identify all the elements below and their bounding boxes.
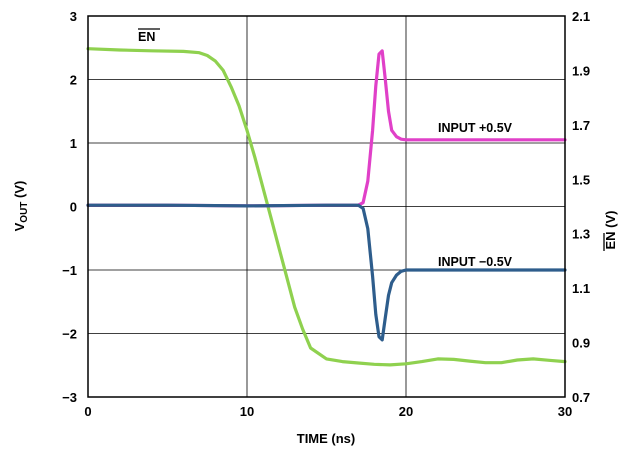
y-right-tick-label-2: 1.7 — [572, 118, 590, 133]
x-axis-title: TIME (ns) — [297, 431, 356, 446]
x-tick-label-2: 20 — [399, 404, 413, 419]
y-left-tick-label-0: 3 — [70, 9, 77, 24]
x-tick-label-1: 10 — [240, 404, 254, 419]
series-line-0 — [86, 47, 567, 367]
y-axis-left-title-unit: (V) — [12, 181, 27, 202]
plot-frame — [87, 15, 566, 398]
y-left-tick-label-3: 0 — [70, 200, 77, 215]
y-right-tick-label-6: 0.9 — [572, 336, 590, 351]
tick-labels: 0 10 20 303210−1−2−32.11.91.71.51.31.10.90.… — [62, 9, 590, 419]
series-lines — [86, 47, 567, 367]
y-axis-left-title: VOUT (V) — [12, 181, 30, 232]
y-right-tick-label-7: 0.7 — [572, 390, 590, 405]
y-axis-left-title-sub: OUT — [19, 202, 30, 223]
annotation-en: EN — [138, 30, 155, 44]
y-left-tick-label-6: −3 — [62, 390, 77, 405]
y-axis-right-title-main: EN — [603, 231, 618, 249]
y-axis-right-title-unit: (V) — [603, 210, 618, 231]
y-right-tick-label-0: 2.1 — [572, 9, 590, 24]
y-axis-left-title-main: V — [12, 222, 27, 231]
y-right-tick-label-5: 1.1 — [572, 281, 590, 296]
y-right-tick-label-1: 1.9 — [572, 63, 590, 78]
y-axis-right-title: EN (V) — [603, 210, 618, 249]
x-tick-label-0: 0 — [84, 404, 91, 419]
series-line-2 — [86, 203, 567, 342]
y-left-tick-label-4: −1 — [62, 263, 77, 278]
y-right-tick-label-3: 1.5 — [572, 172, 590, 187]
annotation-input-pos: INPUT +0.5V — [438, 121, 513, 135]
y-left-tick-label-1: 2 — [70, 73, 77, 88]
annotation-input-neg: INPUT −0.5V — [438, 255, 513, 269]
y-right-tick-label-4: 1.3 — [572, 227, 590, 242]
x-tick-label-3: 30 — [558, 404, 572, 419]
y-left-tick-label-2: 1 — [70, 136, 77, 151]
y-left-tick-label-5: −2 — [62, 327, 77, 342]
